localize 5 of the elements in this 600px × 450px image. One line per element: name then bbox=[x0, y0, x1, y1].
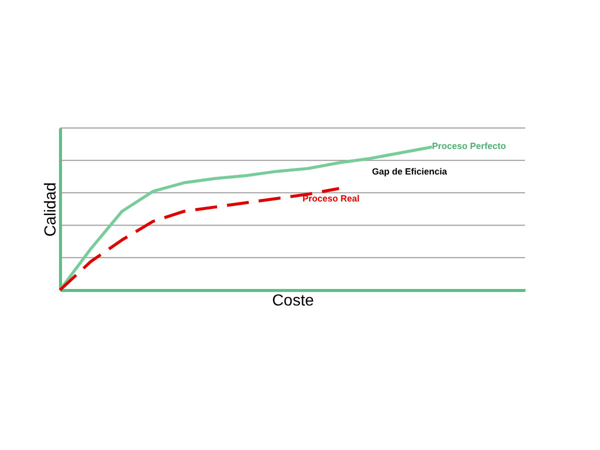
x-axis-title: Coste bbox=[272, 292, 314, 310]
annotation: Gap de Eficiencia bbox=[372, 166, 448, 176]
series-label: Proceso Perfecto bbox=[432, 141, 507, 152]
y-axis-title: Calidad bbox=[42, 182, 60, 237]
series-label: Proceso Real bbox=[302, 193, 360, 204]
